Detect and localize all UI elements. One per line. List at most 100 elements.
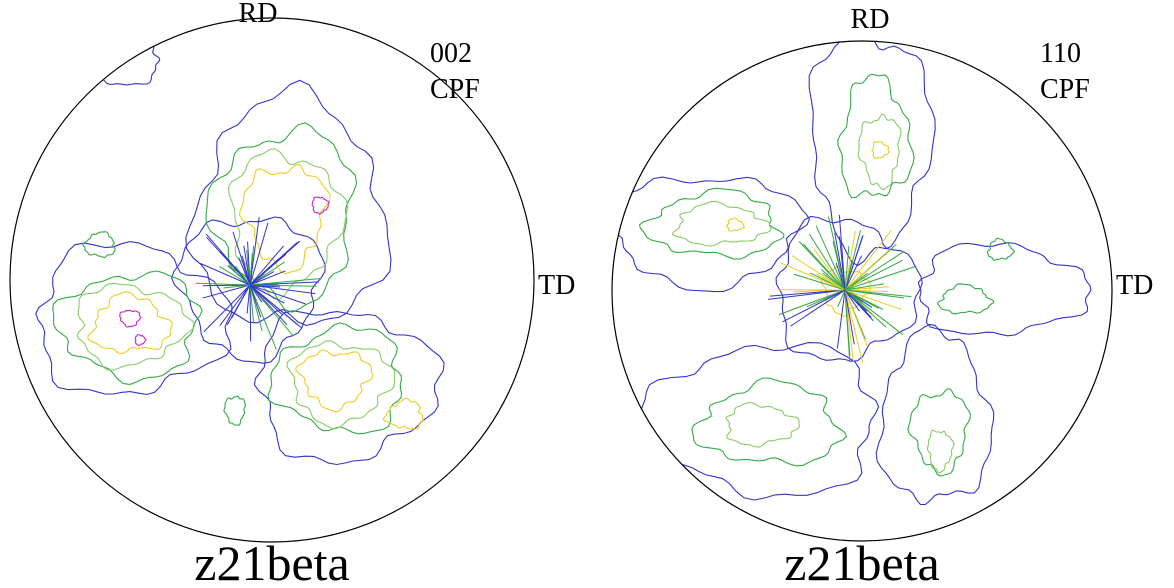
contour xyxy=(200,263,251,286)
contour xyxy=(815,273,846,291)
contour xyxy=(249,278,321,286)
contour xyxy=(223,284,251,289)
contour xyxy=(838,236,846,291)
contour xyxy=(917,242,1092,337)
contour xyxy=(249,271,275,286)
contour xyxy=(202,284,251,299)
method-label: CPF xyxy=(430,74,480,105)
contour xyxy=(76,282,196,371)
contour xyxy=(844,251,904,291)
contour xyxy=(726,217,745,232)
rd-label: RD xyxy=(239,0,278,29)
contour xyxy=(875,323,995,506)
contour xyxy=(238,164,331,275)
contour xyxy=(52,270,203,385)
contour xyxy=(790,289,846,327)
pole-circle xyxy=(9,17,535,543)
contour xyxy=(871,141,890,159)
contour xyxy=(815,225,846,291)
contour xyxy=(769,289,846,297)
contour xyxy=(249,253,287,286)
contour xyxy=(75,33,161,86)
contour xyxy=(223,395,246,426)
contour xyxy=(249,284,302,329)
contour xyxy=(203,284,251,333)
contour xyxy=(844,248,891,291)
contours-right xyxy=(612,41,1092,506)
contour xyxy=(205,122,358,313)
contour xyxy=(227,148,349,300)
contour xyxy=(857,113,902,191)
contour xyxy=(231,284,251,319)
contour xyxy=(844,289,860,312)
contour xyxy=(844,289,880,309)
contour xyxy=(87,291,173,355)
contour xyxy=(844,289,904,336)
contour xyxy=(249,284,306,305)
td-label: TD xyxy=(1116,270,1153,301)
contour xyxy=(844,289,872,318)
contour xyxy=(249,281,319,286)
contour xyxy=(206,237,251,286)
contour xyxy=(286,340,396,430)
contour xyxy=(253,310,445,466)
contour xyxy=(232,231,251,286)
contour xyxy=(793,273,846,291)
contour xyxy=(926,429,955,474)
contour xyxy=(249,284,317,287)
contour xyxy=(791,255,846,291)
contour xyxy=(844,230,862,291)
contour xyxy=(844,289,851,363)
contour xyxy=(311,196,330,215)
contour xyxy=(249,284,288,326)
contour xyxy=(243,245,251,286)
contour xyxy=(808,41,936,267)
contour xyxy=(219,265,251,286)
contour xyxy=(844,230,856,291)
contour xyxy=(828,216,846,291)
contour xyxy=(249,261,285,286)
contour xyxy=(612,176,811,293)
contour xyxy=(844,289,854,362)
contour xyxy=(844,245,850,291)
contour xyxy=(837,73,915,199)
contour xyxy=(767,289,846,300)
contour xyxy=(782,289,846,323)
contour xyxy=(249,284,255,324)
contour xyxy=(185,79,392,326)
pole-circle xyxy=(611,40,1113,542)
contour xyxy=(837,289,846,307)
contour xyxy=(844,236,863,291)
plane-label: 002 xyxy=(430,38,472,69)
rd-label: RD xyxy=(851,4,890,35)
contour xyxy=(937,283,995,315)
contour xyxy=(119,309,142,328)
contour xyxy=(778,289,846,316)
contour xyxy=(249,217,260,286)
contour xyxy=(639,342,880,501)
contour xyxy=(134,334,147,347)
method-label: CPF xyxy=(1040,74,1090,105)
caption: z21beta xyxy=(194,535,349,588)
contour xyxy=(246,284,251,314)
contour xyxy=(844,289,868,348)
contour xyxy=(249,284,316,295)
contour xyxy=(171,216,326,364)
contour xyxy=(844,289,887,328)
contour xyxy=(249,284,252,342)
td-label: TD xyxy=(538,270,575,301)
contour xyxy=(725,401,800,448)
contour xyxy=(219,284,251,327)
contour xyxy=(249,284,263,332)
contour xyxy=(907,388,971,477)
contours-left xyxy=(35,33,445,466)
contour xyxy=(82,231,116,258)
contour xyxy=(844,265,917,291)
contour xyxy=(779,262,846,291)
contour xyxy=(638,187,785,260)
caption: z21beta xyxy=(784,535,939,588)
contour xyxy=(249,284,277,350)
contour xyxy=(836,289,846,349)
contour xyxy=(844,286,890,291)
